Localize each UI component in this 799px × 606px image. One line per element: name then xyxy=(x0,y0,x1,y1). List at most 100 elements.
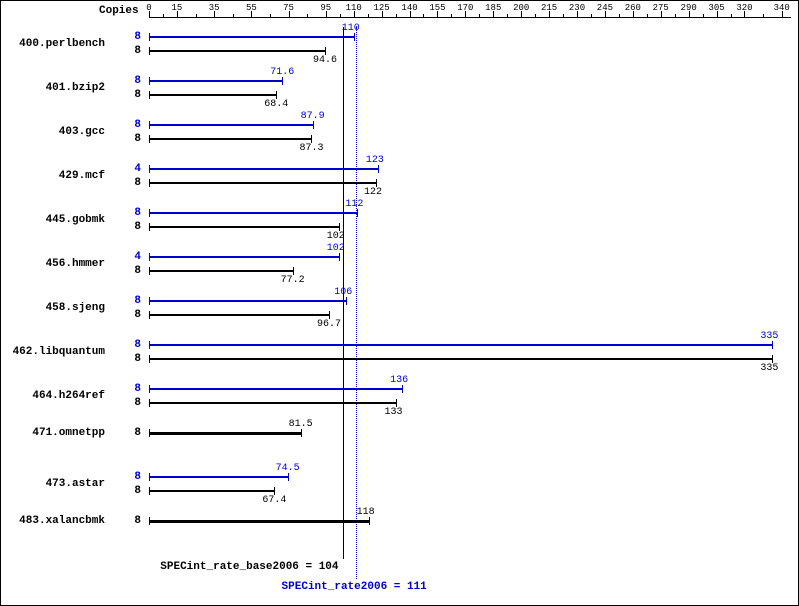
bar-cap-end xyxy=(396,399,397,407)
axis-tick-label: 320 xyxy=(736,3,752,13)
bar-cap-start xyxy=(149,179,150,187)
bar-base xyxy=(149,94,276,96)
bar-cap-start xyxy=(149,399,150,407)
axis-tick-label: 110 xyxy=(346,3,362,13)
value-peak: 71.6 xyxy=(270,67,294,78)
benchmark-label: 464.h264ref xyxy=(5,390,105,402)
axis-tick-label: 170 xyxy=(457,3,473,13)
bar-cap-end xyxy=(339,223,340,231)
axis-tick-label: 125 xyxy=(373,3,389,13)
value-base: 122 xyxy=(364,187,382,198)
copies-base: 8 xyxy=(129,177,141,189)
axis-tick-label: 305 xyxy=(708,3,724,13)
bar-cap-start xyxy=(149,385,150,393)
bar-cap-end xyxy=(276,91,277,99)
bar-cap-start xyxy=(149,429,150,437)
bar-cap-start xyxy=(149,223,150,231)
bar-cap-end xyxy=(325,47,326,55)
copies-peak: 8 xyxy=(129,471,141,483)
value-base: 133 xyxy=(384,407,402,418)
bar-cap-end xyxy=(313,121,314,129)
copies-peak: 4 xyxy=(129,251,141,263)
value-peak: 136 xyxy=(390,375,408,386)
bar-cap-start xyxy=(149,297,150,305)
copies-peak: 4 xyxy=(129,163,141,175)
bar-cap-end xyxy=(402,385,403,393)
bar-cap-start xyxy=(149,355,150,363)
bar-base xyxy=(149,182,376,184)
benchmark-label: 401.bzip2 xyxy=(5,82,105,94)
bar-cap-end xyxy=(772,341,773,349)
bar-cap-start xyxy=(149,91,150,99)
bar-peak xyxy=(149,124,313,126)
bar-cap-start xyxy=(149,267,150,275)
axis-tick-label: 155 xyxy=(429,3,445,13)
benchmark-label: 445.gobmk xyxy=(5,214,105,226)
value-base: 87.3 xyxy=(299,143,323,154)
bar-cap-start xyxy=(149,341,150,349)
summary-peak: SPECint_rate2006 = 111 xyxy=(282,581,427,593)
bar-cap-end xyxy=(301,429,302,437)
copies-peak: 8 xyxy=(129,339,141,351)
axis-tick-label: 95 xyxy=(320,3,331,13)
axis-tick-label: 275 xyxy=(653,3,669,13)
value-base: 96.7 xyxy=(317,319,341,330)
value-base: 67.4 xyxy=(262,495,286,506)
copies-base: 8 xyxy=(129,133,141,145)
axis-tick-label: 75 xyxy=(283,3,294,13)
bar-cap-end xyxy=(378,165,379,173)
bar-cap-end xyxy=(357,209,358,217)
axis-tick-label: 340 xyxy=(774,3,790,13)
bar-cap-start xyxy=(149,135,150,143)
bar-base xyxy=(149,50,325,52)
copies-header: Copies xyxy=(99,5,139,17)
benchmark-label: 429.mcf xyxy=(5,170,105,182)
bar-peak xyxy=(149,212,357,214)
axis-tick-label: 35 xyxy=(209,3,220,13)
axis-tick-label: 245 xyxy=(597,3,613,13)
axis-tick-label: 260 xyxy=(625,3,641,13)
copies-base: 8 xyxy=(129,515,141,527)
axis-tick-label: 200 xyxy=(513,3,529,13)
value-peak: 123 xyxy=(366,155,384,166)
value-base: 77.2 xyxy=(281,275,305,286)
bar-cap-start xyxy=(149,473,150,481)
benchmark-label: 400.perlbench xyxy=(5,38,105,50)
copies-base: 8 xyxy=(129,89,141,101)
bar-cap-end xyxy=(311,135,312,143)
bar-cap-end xyxy=(376,179,377,187)
bar-base xyxy=(149,358,772,360)
value-base: 68.4 xyxy=(264,99,288,110)
bar-peak xyxy=(149,256,339,258)
bar-cap-start xyxy=(149,47,150,55)
bar-cap-start xyxy=(149,33,150,41)
axis-baseline xyxy=(149,17,791,18)
copies-base: 8 xyxy=(129,427,141,439)
value-base: 102 xyxy=(327,231,345,242)
benchmark-label: 456.hmmer xyxy=(5,258,105,270)
value-peak: 102 xyxy=(327,243,345,254)
copies-peak: 8 xyxy=(129,207,141,219)
summary-base: SPECint_rate_base2006 = 104 xyxy=(1,561,339,573)
value-peak: 87.9 xyxy=(301,111,325,122)
bar-base xyxy=(149,520,369,523)
axis-tick-label: 215 xyxy=(541,3,557,13)
axis-tick-label: 55 xyxy=(246,3,257,13)
copies-base: 8 xyxy=(129,309,141,321)
bar-peak xyxy=(149,36,354,38)
bar-cap-end xyxy=(346,297,347,305)
copies-peak: 8 xyxy=(129,31,141,43)
benchmark-label: 403.gcc xyxy=(5,126,105,138)
benchmark-label: 471.omnetpp xyxy=(5,427,105,439)
bar-cap-end xyxy=(293,267,294,275)
copies-base: 8 xyxy=(129,485,141,497)
copies-base: 8 xyxy=(129,45,141,57)
bar-cap-end xyxy=(274,487,275,495)
value-peak: 106 xyxy=(334,287,352,298)
value-peak: 112 xyxy=(345,199,363,210)
bar-cap-end xyxy=(329,311,330,319)
axis-tick-label: 230 xyxy=(569,3,585,13)
value-base: 335 xyxy=(760,363,778,374)
bar-base xyxy=(149,314,329,316)
bar-peak xyxy=(149,344,772,346)
